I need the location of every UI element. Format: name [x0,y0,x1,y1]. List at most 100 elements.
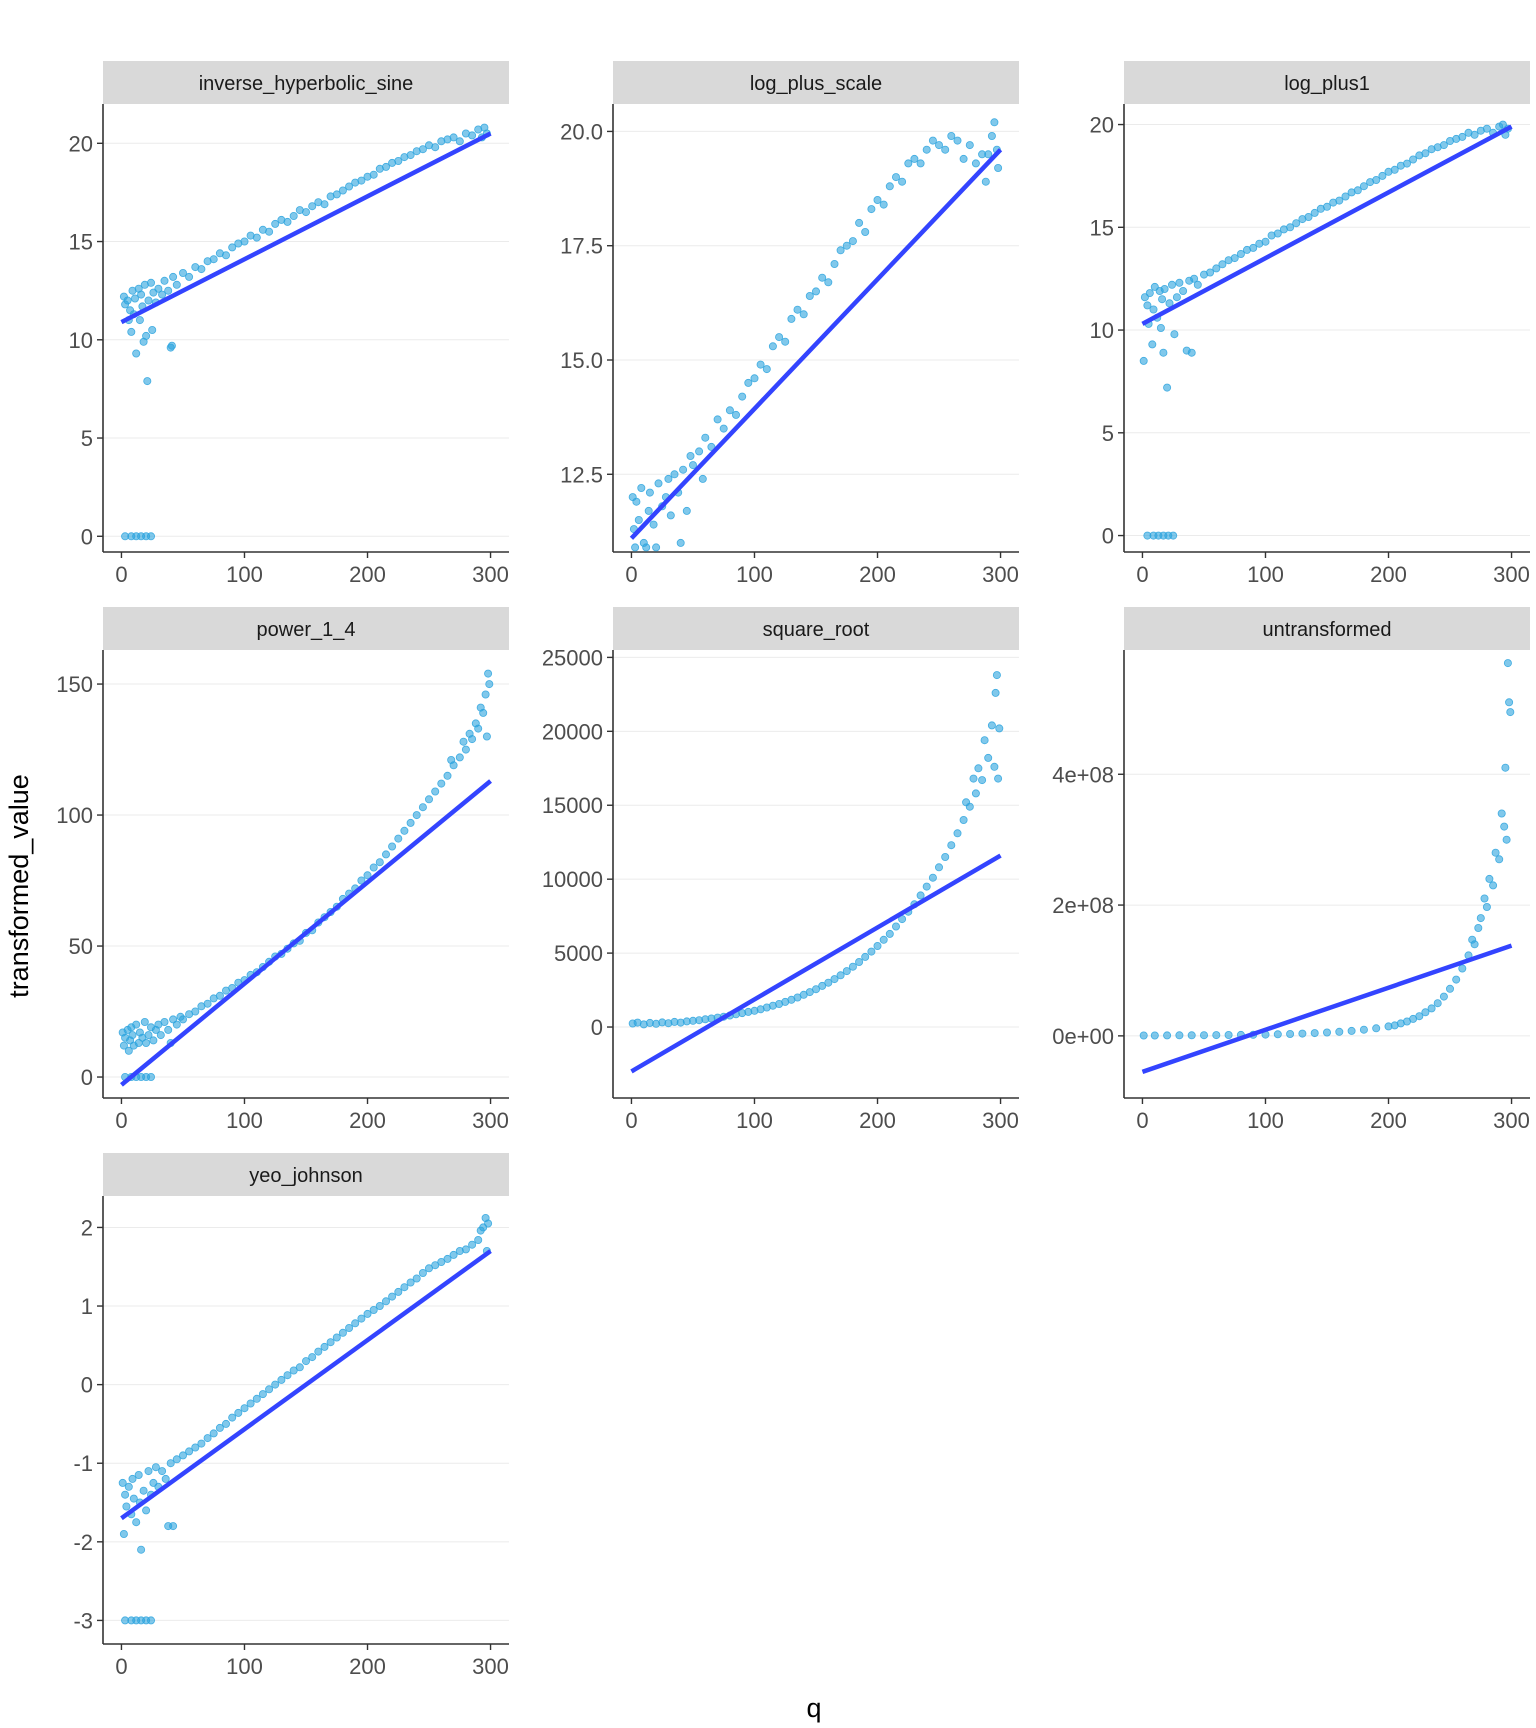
data-point [892,173,901,182]
facet-strip-label: log_plus1 [1284,73,1370,95]
y-tick-label: 15000 [542,793,603,818]
y-tick-label: 10 [1090,318,1114,343]
data-point [1458,964,1467,973]
x-tick-label: 300 [1493,1108,1530,1133]
data-point [644,506,653,515]
data-point [1139,1031,1148,1040]
data-point [289,211,298,220]
data-point [987,131,996,140]
data-point [137,1545,146,1554]
data-point [381,850,390,859]
data-point [191,1007,200,1016]
data-point [994,774,1003,783]
x-tick-label: 100 [736,1108,773,1133]
data-point [388,1292,397,1301]
data-point [301,208,310,217]
data-point [1286,1030,1295,1039]
y-tick-label: 20 [69,131,93,156]
y-tick-label: 15 [1090,215,1114,240]
data-point [1378,171,1387,180]
data-point [1179,286,1188,295]
data-point [1502,835,1511,844]
data-point [824,278,833,287]
data-point [1190,274,1199,283]
x-tick-label: 0 [115,1108,127,1133]
data-point [160,276,169,285]
data-point [148,325,157,334]
data-point [424,795,433,804]
data-point [830,259,839,268]
data-point [855,958,864,967]
data-point [381,162,390,171]
data-point [449,133,458,142]
data-point [178,1015,187,1024]
data-point [221,251,230,260]
data-point [719,424,728,433]
x-tick-label: 0 [115,1654,127,1679]
data-point [676,538,685,547]
data-point [258,1390,267,1399]
x-tick-label: 200 [349,1108,386,1133]
data-point [984,753,993,762]
data-point [135,316,144,325]
data-point [1218,260,1227,269]
x-tick-label: 300 [472,1108,509,1133]
data-point [481,690,490,699]
data-point [1446,984,1455,993]
data-point [756,360,765,369]
x-tick-label: 100 [226,562,263,587]
data-point [320,200,329,209]
facet-strip-label: inverse_hyperbolic_sine [199,73,414,95]
x-axis-title: q [806,1693,821,1723]
data-point [994,163,1003,172]
data-point [991,688,1000,697]
data-point [978,776,987,785]
data-point [345,1324,354,1333]
facet-strip [1124,61,1530,104]
data-point [959,816,968,825]
regression-line [120,1249,492,1521]
data-point [418,145,427,154]
data-point [762,365,771,374]
y-tick-label: -1 [73,1451,93,1476]
data-point [1175,278,1184,287]
data-point [143,377,152,386]
data-point [127,327,136,336]
y-tick-label: 2 [81,1215,93,1240]
data-point [345,182,354,191]
x-tick-label: 0 [1136,1108,1148,1133]
data-point [965,802,974,811]
data-point [1323,202,1332,211]
x-tick-label: 100 [1247,562,1284,587]
data-point [1415,1012,1424,1021]
data-point [935,863,944,872]
y-tick-label: 50 [69,934,93,959]
data-point [1347,1026,1356,1035]
data-point [482,732,491,741]
data-point [1310,208,1319,217]
data-point [228,1413,237,1422]
data-point [652,543,661,552]
y-tick-label: 15.0 [560,348,603,373]
data-point [947,841,956,850]
data-point [1286,223,1295,232]
data-point [928,873,937,882]
data-point [1433,999,1442,1008]
data-point [981,177,990,186]
data-point [140,1018,149,1027]
data-point [400,1283,409,1292]
x-tick-label: 100 [736,562,773,587]
data-point [632,497,641,506]
data-point [443,1254,452,1263]
facet-strip-label: power_1_4 [257,619,356,641]
facet-strip [103,1153,509,1196]
data-point [848,962,857,971]
y-tick-label: 20 [1090,113,1114,138]
data-point [357,176,366,185]
data-point [1187,348,1196,357]
x-tick-label: 300 [1493,562,1530,587]
y-tick-label: -2 [73,1530,93,1555]
data-point [971,159,980,168]
data-point [990,118,999,127]
